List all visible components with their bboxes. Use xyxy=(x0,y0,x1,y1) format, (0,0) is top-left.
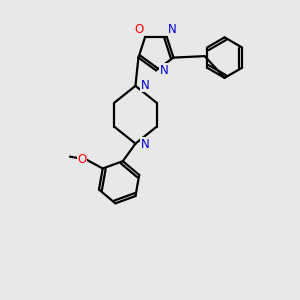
Text: O: O xyxy=(77,153,86,166)
Text: N: N xyxy=(141,138,149,151)
Text: N: N xyxy=(168,22,177,35)
Text: N: N xyxy=(160,64,168,77)
Text: N: N xyxy=(141,79,149,92)
Text: O: O xyxy=(134,22,144,35)
